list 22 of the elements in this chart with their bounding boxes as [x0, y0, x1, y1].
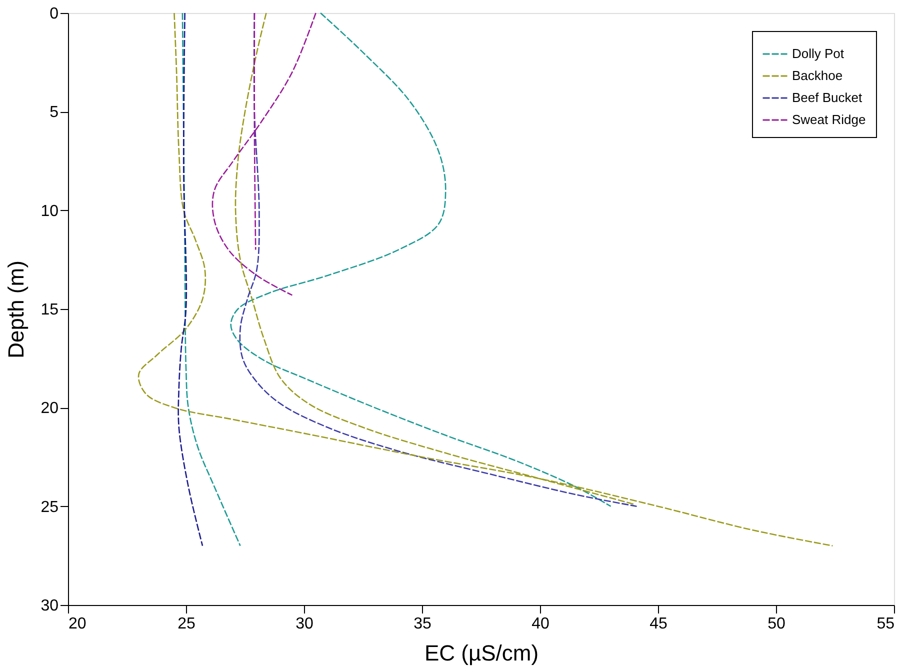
- y-tick-label: 20: [40, 400, 59, 418]
- x-tick-label: 55: [876, 616, 895, 632]
- x-tick-label: 30: [296, 616, 314, 632]
- y-tick-label: 10: [40, 202, 59, 220]
- line-series: [178, 12, 204, 546]
- y-tick-label: 30: [40, 598, 59, 614]
- x-tick-label: 45: [650, 616, 668, 632]
- x-tick-label: 50: [768, 616, 786, 632]
- x-tick-label: 35: [414, 616, 432, 632]
- x-tick-label: 20: [68, 616, 86, 632]
- x-axis-title: EC (µS/cm): [424, 640, 539, 666]
- x-tick-label: 25: [178, 616, 196, 632]
- y-tick-label: 25: [40, 498, 59, 516]
- y-axis-title: Depth (m): [4, 260, 29, 358]
- legend-label: Beef Bucket: [792, 90, 862, 105]
- x-tick-label: 40: [532, 616, 550, 632]
- y-tick-label: 0: [50, 6, 59, 22]
- y-tick-label: 15: [40, 302, 59, 318]
- legend-label: Sweat Ridge: [792, 112, 866, 127]
- y-tick-label: 5: [50, 104, 59, 122]
- legend-label: Dolly Pot: [792, 46, 844, 61]
- legend-label: Backhoe: [792, 68, 843, 83]
